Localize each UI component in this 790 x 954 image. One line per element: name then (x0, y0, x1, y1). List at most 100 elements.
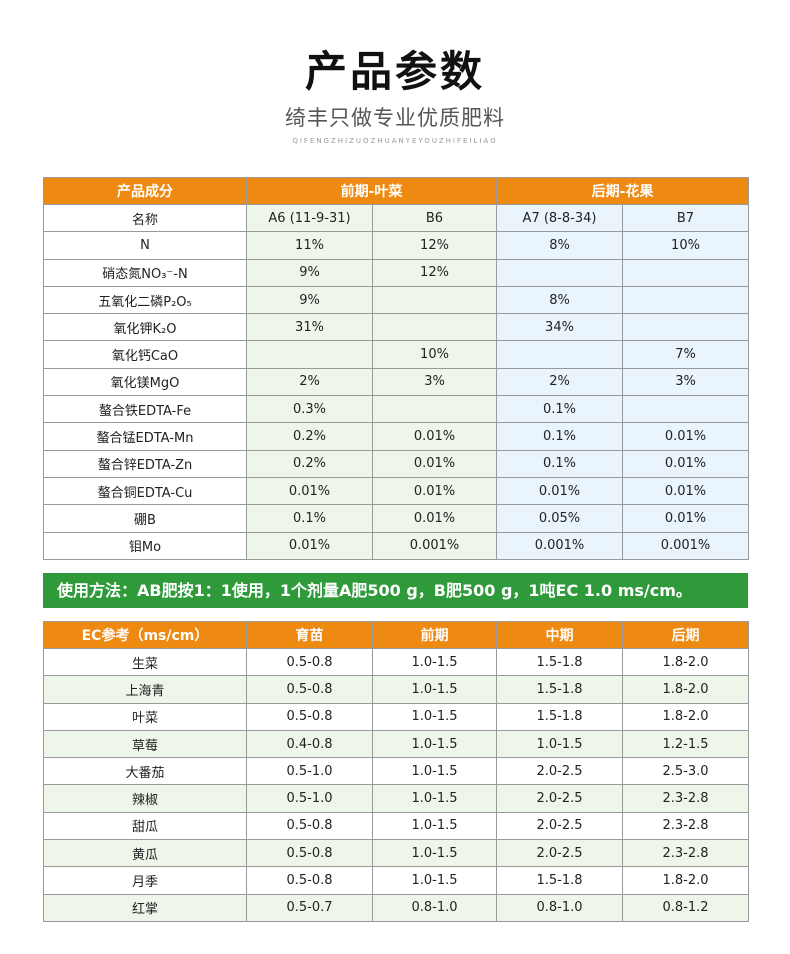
value-a7: 0.001% (496, 531, 623, 560)
ec-row: 月季 0.5-0.8 1.0-1.5 1.5-1.8 1.8-2.0 (43, 866, 749, 895)
value-b7: 0.01% (622, 449, 749, 478)
ec-late: 0.8-1.2 (622, 893, 749, 922)
ec-row: 上海青 0.5-0.8 1.0-1.5 1.5-1.8 1.8-2.0 (43, 675, 749, 704)
ec-seedling: 0.5-1.0 (246, 784, 373, 813)
value-b6 (372, 395, 497, 424)
ec-seedling: 0.5-1.0 (246, 757, 373, 786)
value-b7: 0.001% (622, 531, 749, 560)
ec-mid: 1.5-1.8 (496, 702, 623, 731)
value-a7 (496, 340, 623, 369)
params-row: 硝态氮NO₃⁻-N 9% 12% (43, 258, 749, 287)
ec-row: 叶菜 0.5-0.8 1.0-1.5 1.5-1.8 1.8-2.0 (43, 702, 749, 731)
param-name: 氧化钙CaO (43, 340, 247, 369)
value-a7: 0.1% (496, 395, 623, 424)
params-header-row: 产品成分 前期-叶菜 后期-花果 (43, 177, 749, 205)
value-a6: 0.2% (246, 422, 373, 451)
value-b7: 0.01% (622, 504, 749, 533)
ec-row: 红掌 0.5-0.7 0.8-1.0 0.8-1.0 0.8-1.2 (43, 893, 749, 922)
ec-row: 草莓 0.4-0.8 1.0-1.5 1.0-1.5 1.2-1.5 (43, 729, 749, 759)
value-a7: 8% (496, 231, 623, 260)
ec-mid: 1.0-1.5 (496, 729, 623, 759)
value-a7: 2% (496, 367, 623, 397)
value-b6: 0.01% (372, 449, 497, 478)
ec-header-crop: EC参考（ms/cm） (43, 621, 247, 649)
crop-name: 上海青 (43, 675, 247, 704)
ec-header-late: 后期 (622, 621, 749, 649)
value-a7: 34% (496, 313, 623, 342)
value-a6: 11% (246, 231, 373, 260)
value-b6 (372, 285, 497, 315)
param-name: 五氧化二磷P₂O₅ (43, 285, 247, 315)
value-a7 (496, 258, 623, 287)
ec-early: 0.8-1.0 (372, 893, 497, 922)
crop-name: 甜瓜 (43, 811, 247, 841)
value-a6: 9% (246, 258, 373, 287)
param-name: 名称 (43, 203, 247, 233)
ec-mid: 2.0-2.5 (496, 784, 623, 813)
ec-header-mid: 中期 (496, 621, 623, 649)
params-row: 硼B 0.1% 0.01% 0.05% 0.01% (43, 504, 749, 533)
value-b6: B6 (372, 203, 497, 233)
value-a6: 0.1% (246, 504, 373, 533)
product-params-table: 产品成分 前期-叶菜 后期-花果 名称 A6 (11-9-31) B6 A7 (8-8… (43, 177, 749, 560)
ec-row: 甜瓜 0.5-0.8 1.0-1.5 2.0-2.5 2.3-2.8 (43, 811, 749, 841)
param-name: 螯合铁EDTA-Fe (43, 395, 247, 424)
ec-row: 辣椒 0.5-1.0 1.0-1.5 2.0-2.5 2.3-2.8 (43, 784, 749, 813)
crop-name: 草莓 (43, 729, 247, 759)
value-a6: 0.3% (246, 395, 373, 424)
ec-header-early: 前期 (372, 621, 497, 649)
param-name: 氧化钾K₂O (43, 313, 247, 342)
crop-name: 叶菜 (43, 702, 247, 731)
params-row: 螯合铁EDTA-Fe 0.3% 0.1% (43, 395, 749, 424)
ec-early: 1.0-1.5 (372, 839, 497, 868)
value-a6: 0.01% (246, 531, 373, 560)
ec-late: 2.5-3.0 (622, 757, 749, 786)
value-a6: 9% (246, 285, 373, 315)
value-a6: 0.01% (246, 476, 373, 506)
params-row: 氧化钾K₂O 31% 34% (43, 313, 749, 342)
value-a7: 8% (496, 285, 623, 315)
params-row: 五氧化二磷P₂O₅ 9% 8% (43, 285, 749, 315)
ec-late: 2.3-2.8 (622, 811, 749, 841)
params-row: 名称 A6 (11-9-31) B6 A7 (8-8-34) B7 (43, 203, 749, 233)
ec-mid: 2.0-2.5 (496, 757, 623, 786)
ec-early: 1.0-1.5 (372, 866, 497, 895)
value-b6: 3% (372, 367, 497, 397)
ec-mid: 1.5-1.8 (496, 675, 623, 704)
value-b7: 7% (622, 340, 749, 369)
params-row: 螯合铜EDTA-Cu 0.01% 0.01% 0.01% 0.01% (43, 476, 749, 506)
params-row: 螯合锰EDTA-Mn 0.2% 0.01% 0.1% 0.01% (43, 422, 749, 451)
pinyin-caption: QIFENGZHIZUOZHUANYEYOUZHIFEILIAO (292, 137, 498, 145)
ec-early: 1.0-1.5 (372, 729, 497, 759)
value-a6: A6 (11-9-31) (246, 203, 373, 233)
ec-early: 1.0-1.5 (372, 702, 497, 731)
params-col-header: 产品成分 (43, 177, 247, 205)
ec-row: 生菜 0.5-0.8 1.0-1.5 1.5-1.8 1.8-2.0 (43, 647, 749, 677)
ec-seedling: 0.5-0.8 (246, 675, 373, 704)
value-b6: 0.01% (372, 476, 497, 506)
params-row: 钼Mo 0.01% 0.001% 0.001% 0.001% (43, 531, 749, 560)
ec-early: 1.0-1.5 (372, 811, 497, 841)
value-b7: 0.01% (622, 476, 749, 506)
ec-late: 2.3-2.8 (622, 839, 749, 868)
value-a7: A7 (8-8-34) (496, 203, 623, 233)
params-row: 氧化钙CaO 10% 7% (43, 340, 749, 369)
crop-name: 大番茄 (43, 757, 247, 786)
ec-row: 黄瓜 0.5-0.8 1.0-1.5 2.0-2.5 2.3-2.8 (43, 839, 749, 868)
value-b7: 10% (622, 231, 749, 260)
param-name: 硼B (43, 504, 247, 533)
value-b6: 0.01% (372, 422, 497, 451)
ec-late: 1.2-1.5 (622, 729, 749, 759)
ec-mid: 2.0-2.5 (496, 839, 623, 868)
param-name: 螯合锌EDTA-Zn (43, 449, 247, 478)
value-a6: 31% (246, 313, 373, 342)
param-name: 钼Mo (43, 531, 247, 560)
ec-seedling: 0.5-0.8 (246, 702, 373, 731)
ec-mid: 1.5-1.8 (496, 866, 623, 895)
ec-mid: 1.5-1.8 (496, 647, 623, 677)
params-row: 氧化镁MgO 2% 3% 2% 3% (43, 367, 749, 397)
ec-late: 1.8-2.0 (622, 702, 749, 731)
ec-early: 1.0-1.5 (372, 784, 497, 813)
ec-seedling: 0.5-0.8 (246, 866, 373, 895)
ec-early: 1.0-1.5 (372, 675, 497, 704)
